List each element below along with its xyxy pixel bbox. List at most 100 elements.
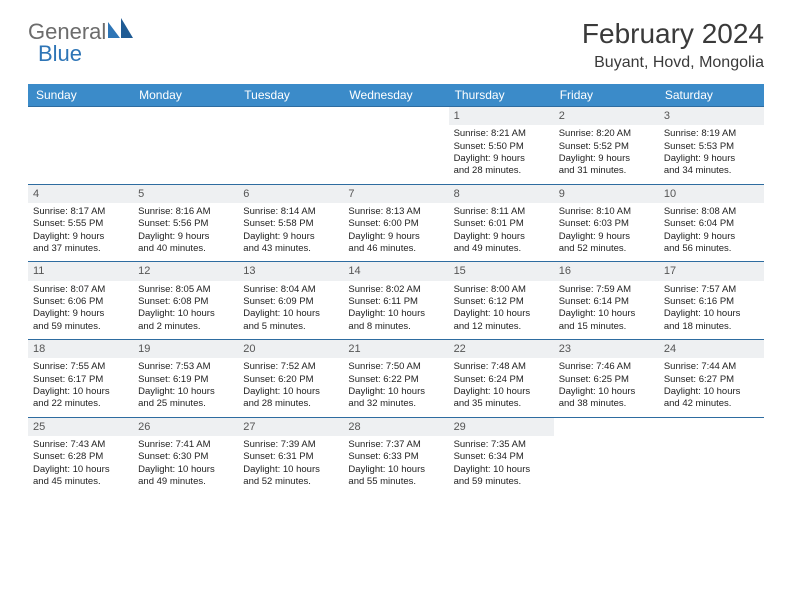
weekday-header: Saturday: [659, 84, 764, 107]
weekday-header: Tuesday: [238, 84, 343, 107]
day-body: Sunrise: 7:52 AMSunset: 6:20 PMDaylight:…: [238, 358, 343, 416]
daylight-text: Daylight: 9 hours: [138, 231, 233, 243]
sunset-text: Sunset: 6:04 PM: [664, 218, 759, 230]
daylight-text: and 2 minutes.: [138, 321, 233, 333]
day-number: 27: [238, 418, 343, 436]
calendar-day-cell: 28Sunrise: 7:37 AMSunset: 6:33 PMDayligh…: [343, 417, 448, 494]
sunrise-text: Sunrise: 7:50 AM: [348, 361, 443, 373]
calendar-week-row: 25Sunrise: 7:43 AMSunset: 6:28 PMDayligh…: [28, 417, 764, 494]
sunset-text: Sunset: 6:34 PM: [454, 451, 549, 463]
daylight-text: Daylight: 9 hours: [664, 153, 759, 165]
sunrise-text: Sunrise: 8:20 AM: [559, 128, 654, 140]
sunset-text: Sunset: 6:00 PM: [348, 218, 443, 230]
daylight-text: and 15 minutes.: [559, 321, 654, 333]
sunset-text: Sunset: 6:22 PM: [348, 374, 443, 386]
daylight-text: and 28 minutes.: [454, 165, 549, 177]
sunset-text: Sunset: 6:31 PM: [243, 451, 338, 463]
daylight-text: Daylight: 10 hours: [138, 308, 233, 320]
daylight-text: Daylight: 9 hours: [243, 231, 338, 243]
sunset-text: Sunset: 6:17 PM: [33, 374, 128, 386]
day-number: 3: [659, 107, 764, 125]
day-number: 21: [343, 340, 448, 358]
sunset-text: Sunset: 6:06 PM: [33, 296, 128, 308]
calendar-day-cell: [28, 107, 133, 185]
sunset-text: Sunset: 6:24 PM: [454, 374, 549, 386]
calendar-day-cell: 23Sunrise: 7:46 AMSunset: 6:25 PMDayligh…: [554, 340, 659, 418]
calendar-day-cell: 11Sunrise: 8:07 AMSunset: 6:06 PMDayligh…: [28, 262, 133, 340]
sunset-text: Sunset: 5:55 PM: [33, 218, 128, 230]
sunrise-text: Sunrise: 7:53 AM: [138, 361, 233, 373]
day-body: Sunrise: 8:08 AMSunset: 6:04 PMDaylight:…: [659, 203, 764, 261]
daylight-text: and 42 minutes.: [664, 398, 759, 410]
daylight-text: Daylight: 10 hours: [559, 386, 654, 398]
day-number: 12: [133, 262, 238, 280]
sunrise-text: Sunrise: 7:57 AM: [664, 284, 759, 296]
daylight-text: Daylight: 10 hours: [243, 308, 338, 320]
daylight-text: Daylight: 10 hours: [664, 308, 759, 320]
daylight-text: and 52 minutes.: [243, 476, 338, 488]
calendar-table: SundayMondayTuesdayWednesdayThursdayFrid…: [28, 84, 764, 494]
calendar-week-row: 1Sunrise: 8:21 AMSunset: 5:50 PMDaylight…: [28, 107, 764, 185]
sunset-text: Sunset: 6:19 PM: [138, 374, 233, 386]
daylight-text: Daylight: 9 hours: [664, 231, 759, 243]
sunrise-text: Sunrise: 8:16 AM: [138, 206, 233, 218]
day-number: 10: [659, 185, 764, 203]
calendar-day-cell: 13Sunrise: 8:04 AMSunset: 6:09 PMDayligh…: [238, 262, 343, 340]
daylight-text: Daylight: 10 hours: [33, 386, 128, 398]
day-number: 9: [554, 185, 659, 203]
calendar-day-cell: 25Sunrise: 7:43 AMSunset: 6:28 PMDayligh…: [28, 417, 133, 494]
calendar-day-cell: 4Sunrise: 8:17 AMSunset: 5:55 PMDaylight…: [28, 184, 133, 262]
sunrise-text: Sunrise: 7:52 AM: [243, 361, 338, 373]
weekday-header: Friday: [554, 84, 659, 107]
day-body: Sunrise: 8:16 AMSunset: 5:56 PMDaylight:…: [133, 203, 238, 261]
calendar-day-cell: 10Sunrise: 8:08 AMSunset: 6:04 PMDayligh…: [659, 184, 764, 262]
day-number: 28: [343, 418, 448, 436]
daylight-text: and 38 minutes.: [559, 398, 654, 410]
daylight-text: and 8 minutes.: [348, 321, 443, 333]
calendar-day-cell: 20Sunrise: 7:52 AMSunset: 6:20 PMDayligh…: [238, 340, 343, 418]
sunset-text: Sunset: 5:58 PM: [243, 218, 338, 230]
calendar-day-cell: 6Sunrise: 8:14 AMSunset: 5:58 PMDaylight…: [238, 184, 343, 262]
day-body: Sunrise: 8:20 AMSunset: 5:52 PMDaylight:…: [554, 125, 659, 183]
calendar-week-row: 18Sunrise: 7:55 AMSunset: 6:17 PMDayligh…: [28, 340, 764, 418]
daylight-text: Daylight: 9 hours: [559, 153, 654, 165]
weekday-header: Monday: [133, 84, 238, 107]
calendar-week-row: 4Sunrise: 8:17 AMSunset: 5:55 PMDaylight…: [28, 184, 764, 262]
day-body: Sunrise: 7:46 AMSunset: 6:25 PMDaylight:…: [554, 358, 659, 416]
daylight-text: Daylight: 10 hours: [559, 308, 654, 320]
day-number: 25: [28, 418, 133, 436]
page-header: General Blue February 2024 Buyant, Hovd,…: [28, 18, 764, 72]
daylight-text: Daylight: 10 hours: [243, 464, 338, 476]
day-body: Sunrise: 7:37 AMSunset: 6:33 PMDaylight:…: [343, 436, 448, 494]
sunset-text: Sunset: 6:25 PM: [559, 374, 654, 386]
title-block: February 2024 Buyant, Hovd, Mongolia: [582, 18, 764, 72]
sunrise-text: Sunrise: 8:00 AM: [454, 284, 549, 296]
sunrise-text: Sunrise: 7:35 AM: [454, 439, 549, 451]
day-number: 22: [449, 340, 554, 358]
sunrise-text: Sunrise: 8:05 AM: [138, 284, 233, 296]
day-body: Sunrise: 8:04 AMSunset: 6:09 PMDaylight:…: [238, 281, 343, 339]
calendar-day-cell: 24Sunrise: 7:44 AMSunset: 6:27 PMDayligh…: [659, 340, 764, 418]
sunrise-text: Sunrise: 8:14 AM: [243, 206, 338, 218]
daylight-text: and 55 minutes.: [348, 476, 443, 488]
daylight-text: Daylight: 9 hours: [559, 231, 654, 243]
day-number: 8: [449, 185, 554, 203]
daylight-text: and 22 minutes.: [33, 398, 128, 410]
day-body: Sunrise: 7:59 AMSunset: 6:14 PMDaylight:…: [554, 281, 659, 339]
day-number: 11: [28, 262, 133, 280]
daylight-text: and 5 minutes.: [243, 321, 338, 333]
day-body: Sunrise: 7:41 AMSunset: 6:30 PMDaylight:…: [133, 436, 238, 494]
sunset-text: Sunset: 6:20 PM: [243, 374, 338, 386]
sunset-text: Sunset: 6:33 PM: [348, 451, 443, 463]
daylight-text: and 59 minutes.: [33, 321, 128, 333]
day-body: Sunrise: 8:19 AMSunset: 5:53 PMDaylight:…: [659, 125, 764, 183]
day-body: Sunrise: 7:35 AMSunset: 6:34 PMDaylight:…: [449, 436, 554, 494]
calendar-day-cell: 8Sunrise: 8:11 AMSunset: 6:01 PMDaylight…: [449, 184, 554, 262]
sunset-text: Sunset: 6:11 PM: [348, 296, 443, 308]
calendar-day-cell: 3Sunrise: 8:19 AMSunset: 5:53 PMDaylight…: [659, 107, 764, 185]
sunset-text: Sunset: 6:12 PM: [454, 296, 549, 308]
day-body: Sunrise: 8:02 AMSunset: 6:11 PMDaylight:…: [343, 281, 448, 339]
daylight-text: and 37 minutes.: [33, 243, 128, 255]
daylight-text: and 12 minutes.: [454, 321, 549, 333]
sunrise-text: Sunrise: 8:11 AM: [454, 206, 549, 218]
